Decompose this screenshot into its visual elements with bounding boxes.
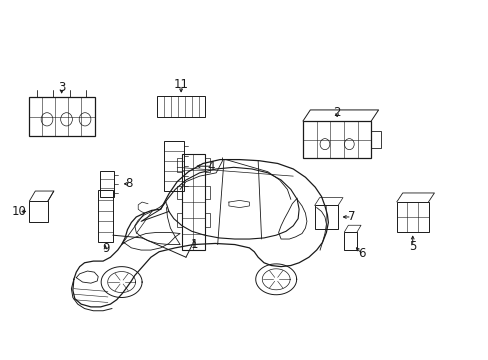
Bar [204,158,209,172]
Bar [204,213,209,227]
Text: 2: 2 [333,105,340,119]
Bar [344,232,356,249]
Bar [176,185,181,199]
Bar [176,158,181,172]
Text: 8: 8 [124,177,132,190]
Bar [396,202,427,232]
Bar [204,185,209,199]
Bar [98,190,113,242]
Bar [163,141,183,191]
Bar [303,121,370,158]
Bar [157,96,205,117]
Text: 6: 6 [357,247,365,260]
Text: 4: 4 [207,160,215,173]
Bar [314,205,337,229]
Bar [176,213,181,227]
Text: 10: 10 [12,205,27,218]
Text: 9: 9 [102,243,109,256]
Bar [370,131,380,148]
Text: 7: 7 [347,211,355,224]
Bar [100,171,114,197]
Text: 3: 3 [58,81,65,94]
Bar [29,201,48,222]
Text: 1: 1 [190,238,198,251]
Text: 5: 5 [408,240,416,253]
Bar [29,97,94,136]
Text: 11: 11 [173,78,188,91]
Bar [181,154,204,250]
